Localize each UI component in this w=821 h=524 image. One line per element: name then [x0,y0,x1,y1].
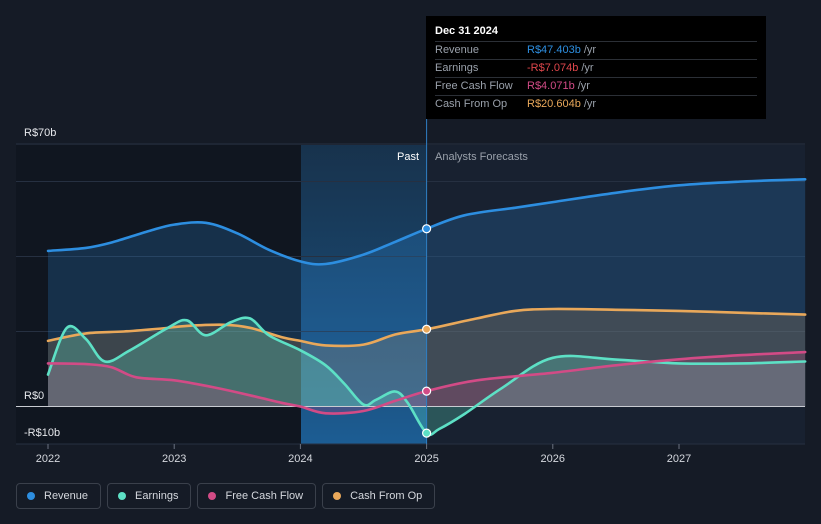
legend-item-earnings[interactable]: Earnings [107,483,192,509]
tooltip-unit: /yr [577,80,590,92]
tooltip-value: -R$7.074b [527,62,579,74]
legend-dot-icon [208,492,217,500]
area-earnings [48,317,806,435]
tooltip-row-cash-from-op: Cash From Op R$20.604b /yr [435,96,757,113]
x-tick-label: 2026 [541,453,565,465]
legend: Revenue Earnings Free Cash Flow Cash Fro… [16,483,436,509]
legend-item-free-cash-flow[interactable]: Free Cash Flow [197,483,317,509]
legend-item-cash-from-op[interactable]: Cash From Op [322,483,436,509]
legend-item-revenue[interactable]: Revenue [16,483,102,509]
tooltip-label: Earnings [435,62,479,74]
y-label-zero: R$0 [24,390,44,402]
past-highlight [301,145,427,444]
legend-label: Cash From Op [350,490,423,502]
tooltip-row-free-cash-flow: Free Cash Flow R$4.071b /yr [435,78,757,96]
tooltip-value: R$20.604b [527,98,581,110]
tooltip-value: R$47.403b [527,44,581,56]
tooltip-label: Free Cash Flow [435,80,513,92]
line-cash-from-op [46,307,807,348]
line-revenue [46,178,807,266]
x-tick-label: 2024 [288,453,312,465]
area-free-cash-flow [48,352,806,414]
tooltip: Dec 31 2024 Revenue R$47.403b /yr Earnin… [426,16,766,119]
marker-cash-from-op [422,324,432,334]
tooltip-unit: /yr [581,62,594,74]
line-earnings [46,316,807,437]
tooltip-unit: /yr [583,44,597,56]
past-label: Past [397,151,419,163]
tooltip-unit: /yr [583,98,597,110]
x-tick-label: 2025 [414,453,438,465]
series-lines [46,178,807,437]
legend-dot-icon [333,492,342,500]
tooltip-label: Cash From Op [435,98,508,110]
legend-label: Free Cash Flow [225,490,304,502]
tooltip-date: Dec 31 2024 [435,24,757,42]
hover-markers [422,224,432,438]
y-label-bottom: -R$10b [24,427,60,439]
line-free-cash-flow [46,350,807,415]
legend-dot-icon [118,492,127,500]
marker-earnings [422,428,432,438]
x-tick-label: 2027 [667,453,691,465]
legend-dot-icon [27,492,35,500]
tooltip-row-revenue: Revenue R$47.403b /yr [435,42,757,60]
legend-label: Earnings [135,490,179,502]
past-background [16,145,301,444]
forecast-label: Analysts Forecasts [435,151,528,163]
x-tick-label: 2023 [162,453,186,465]
tooltip-label: Revenue [435,44,480,56]
legend-label: Revenue [44,490,89,502]
x-tick-label: 2022 [36,453,60,465]
tooltip-row-earnings: Earnings -R$7.074b /yr [435,60,757,78]
y-label-top: R$70b [24,127,56,139]
forecast-background [427,145,805,444]
tooltip-value: R$4.071b [527,80,575,92]
marker-revenue [422,224,432,234]
marker-free-cash-flow [422,386,432,396]
x-axis-ticks: 2022 2023 2024 2025 2026 2027 [36,444,691,465]
